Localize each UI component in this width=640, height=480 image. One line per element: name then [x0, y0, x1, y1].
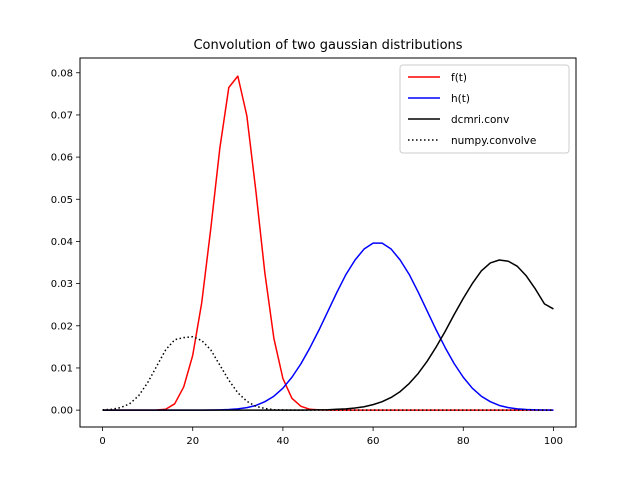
y-tick-label: 0.05: [51, 195, 73, 206]
legend-label: h(t): [451, 93, 470, 105]
x-tick-label: 100: [544, 436, 563, 447]
x-tick-label: 0: [99, 436, 105, 447]
axes-frame: [79, 57, 577, 428]
x-tick-label: 40: [277, 436, 290, 447]
y-tick-label: 0.01: [51, 363, 73, 374]
x-tick-label: 20: [186, 436, 199, 447]
series-line-dcmri-conv: [102, 259, 554, 411]
series-line-numpy-convolve: [102, 336, 554, 411]
chart-title: Convolution of two gaussian distribution…: [193, 38, 462, 53]
y-tick-label: 0.00: [51, 406, 73, 417]
legend-box: [399, 64, 570, 154]
legend-label: dcmri.conv: [451, 114, 509, 126]
x-axis: 0 20 40 60 80 100: [99, 427, 563, 447]
y-tick-label: 0.02: [51, 321, 73, 332]
plot-area: 0 20 40 60 80 100 0.000.010.020.030.040.050.0…: [51, 57, 577, 447]
legend-label: f(t): [451, 72, 467, 84]
y-tick-label: 0.07: [51, 110, 73, 121]
x-tick-label: 60: [367, 436, 380, 447]
x-tick-label: 80: [457, 436, 470, 447]
y-axis: 0.00 0.01 0.02 0.03 0.04 0.05 0.06 0.07 0.08: [51, 68, 80, 417]
y-tick-label: 0.03: [51, 279, 73, 290]
series-layer: [102, 75, 554, 411]
y-tick-label: 0.06: [51, 153, 73, 164]
legend: f(t) h(t) dcmri.conv numpy.convolve: [399, 64, 570, 154]
y-tick-label: 0.08: [51, 68, 73, 79]
legend-entries: f(t) h(t) dcmri.conv numpy.convolve: [408, 72, 536, 147]
legend-label: numpy.convolve: [451, 135, 536, 147]
y-tick-label: 0.04: [51, 237, 73, 248]
